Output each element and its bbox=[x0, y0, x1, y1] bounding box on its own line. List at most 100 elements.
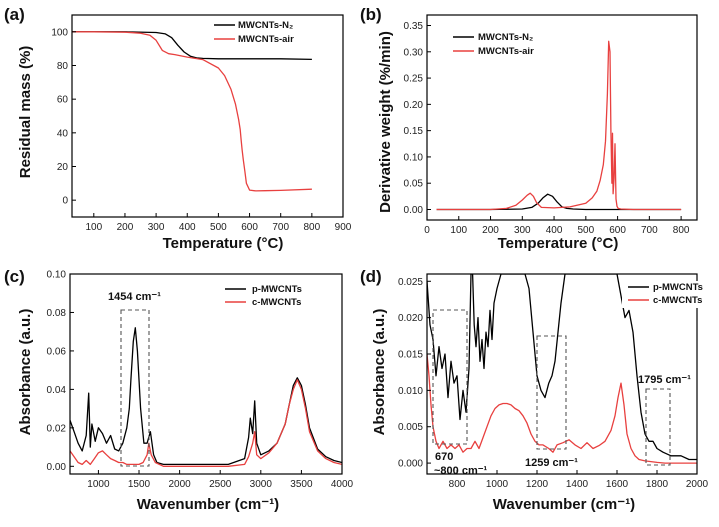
x-tick-label-a: 200 bbox=[117, 222, 134, 233]
x-tick-label-d: 1400 bbox=[566, 479, 589, 490]
y-tick-label-c: 0.10 bbox=[47, 270, 67, 281]
y-tick-label-b: 0.10 bbox=[404, 152, 424, 163]
panel-label-c: (c) bbox=[4, 267, 25, 286]
y-tick-label-d: 0.020 bbox=[398, 313, 423, 324]
x-tick-label-b: 300 bbox=[514, 225, 531, 236]
series-line-a-2 bbox=[72, 31, 312, 192]
plot-frame-b bbox=[426, 14, 698, 221]
y-tick-label-b: 0.35 bbox=[404, 21, 424, 32]
y-tick-label-c: 0.02 bbox=[47, 423, 67, 434]
plot-area-b: 0 100 200 300 400 500 600 700 800 0.00 0.05 0.10 0.1… bbox=[404, 14, 698, 236]
legend-label-n2-b: MWCNTs-N₂ bbox=[478, 32, 533, 43]
legend-d: p-MWCNTs c-MWCNTs bbox=[622, 281, 714, 308]
x-tick-label-a: 600 bbox=[241, 222, 258, 233]
series-line-d-1 bbox=[427, 274, 697, 461]
y-tick-label-c: 0.08 bbox=[47, 308, 67, 319]
annotation-box-670 bbox=[432, 309, 468, 445]
panel-label-a: (a) bbox=[4, 5, 25, 24]
legend-b: MWCNTs-N₂ MWCNTs-air bbox=[453, 32, 534, 57]
plot-frame-c bbox=[69, 273, 343, 475]
y-tick-label-a: 80 bbox=[57, 61, 69, 72]
legend-label-p-d: p-MWCNTs bbox=[653, 282, 703, 293]
legend-a: MWCNTs-N₂ MWCNTs-air bbox=[214, 20, 294, 45]
x-axis-label-c: Wavenumber (cm⁻¹) bbox=[137, 496, 279, 513]
legend-label-air-b: MWCNTs-air bbox=[478, 46, 534, 57]
y-tick-label-d: 0.005 bbox=[398, 422, 423, 433]
plot-area-c: 1000 1500 2000 2500 3000 3500 4000 0.00 0.02 0.04… bbox=[47, 270, 354, 491]
x-tick-label-c: 4000 bbox=[331, 479, 354, 490]
plot-frame-a bbox=[71, 14, 344, 218]
y-tick-label-a: 20 bbox=[57, 162, 69, 173]
x-tick-label-c: 2500 bbox=[209, 479, 232, 490]
x-tick-label-a: 800 bbox=[304, 222, 321, 233]
annotation-800: ~800 cm⁻¹ bbox=[434, 465, 488, 477]
y-axis-label-a: Residual mass (%) bbox=[17, 46, 34, 179]
series-line-c-2 bbox=[70, 379, 342, 467]
legend-c: p-MWCNTs c-MWCNTs bbox=[225, 284, 302, 308]
annotation-1795: 1795 cm⁻¹ bbox=[638, 374, 691, 386]
y-tick-label-b: 0.05 bbox=[404, 179, 424, 190]
x-tick-label-d: 1600 bbox=[606, 479, 629, 490]
annotation-670: 670 bbox=[435, 451, 453, 463]
x-tick-label-d: 1800 bbox=[646, 479, 669, 490]
y-tick-label-c: 0.06 bbox=[47, 346, 67, 357]
x-tick-label-a: 500 bbox=[210, 222, 227, 233]
x-tick-label-d: 800 bbox=[449, 479, 466, 490]
series-line-b-1 bbox=[436, 193, 682, 211]
y-tick-label-b: 0.25 bbox=[404, 74, 424, 85]
annotation-box-1795 bbox=[645, 388, 671, 466]
x-tick-label-c: 1000 bbox=[87, 479, 110, 490]
legend-background-d bbox=[622, 281, 714, 308]
y-axis-label-d: Absorbance (a.u.) bbox=[371, 309, 388, 436]
x-tick-label-a: 300 bbox=[148, 222, 165, 233]
x-tick-label-b: 700 bbox=[641, 225, 658, 236]
annotation-1259: 1259 cm⁻¹ bbox=[525, 457, 578, 469]
x-tick-label-c: 1500 bbox=[128, 479, 151, 490]
panel-label-d: (d) bbox=[360, 267, 382, 286]
annotation-box-1259 bbox=[536, 335, 567, 450]
x-tick-label-a: 700 bbox=[272, 222, 289, 233]
series-line-a-1 bbox=[72, 31, 312, 61]
plot-area-a: 100 200 300 400 500 600 700 800 900 0 20 40 60 80 100 bbox=[51, 14, 352, 233]
legend-label-p-c: p-MWCNTs bbox=[252, 284, 302, 295]
y-tick-label-c: 0.00 bbox=[47, 462, 67, 473]
y-axis-label-b: Derivative weight (%/min) bbox=[377, 31, 394, 213]
y-tick-label-a: 60 bbox=[57, 95, 69, 106]
y-tick-label-b: 0.00 bbox=[404, 205, 424, 216]
y-axis-label-c: Absorbance (a.u.) bbox=[17, 309, 34, 436]
annotation-box-1454 bbox=[120, 309, 150, 467]
x-tick-label-c: 3000 bbox=[250, 479, 273, 490]
y-tick-label-a: 40 bbox=[57, 128, 69, 139]
x-tick-label-c: 3500 bbox=[290, 479, 313, 490]
y-tick-label-d: 0.025 bbox=[398, 277, 423, 288]
y-tick-label-b: 0.15 bbox=[404, 126, 424, 137]
y-tick-label-b: 0.30 bbox=[404, 47, 424, 58]
x-tick-label-d: 1200 bbox=[526, 479, 549, 490]
x-tick-label-b: 600 bbox=[609, 225, 626, 236]
legend-label-n2-a: MWCNTs-N₂ bbox=[238, 20, 293, 31]
x-axis-label-d: Wavenumber (cm⁻¹) bbox=[493, 496, 635, 513]
x-tick-label-c: 2000 bbox=[168, 479, 191, 490]
panel-d: (d) Wavenumber (cm⁻¹) Absorbance (a.u.) … bbox=[360, 267, 714, 513]
legend-label-air-a: MWCNTs-air bbox=[238, 34, 294, 45]
x-tick-label-d: 2000 bbox=[686, 479, 709, 490]
panel-c: (c) Wavenumber (cm⁻¹) Absorbance (a.u.) … bbox=[4, 267, 354, 513]
y-tick-label-d: 0.015 bbox=[398, 350, 423, 361]
annotation-1454: 1454 cm⁻¹ bbox=[108, 291, 161, 303]
x-tick-label-a: 100 bbox=[85, 222, 102, 233]
x-tick-label-b: 100 bbox=[450, 225, 467, 236]
y-tick-label-d: 0.000 bbox=[398, 459, 423, 470]
x-tick-label-b: 0 bbox=[424, 225, 430, 236]
y-tick-label-c: 0.04 bbox=[47, 385, 67, 396]
x-tick-label-b: 500 bbox=[577, 225, 594, 236]
panel-label-b: (b) bbox=[360, 5, 382, 24]
x-tick-label-b: 800 bbox=[673, 225, 690, 236]
legend-label-c-d: c-MWCNTs bbox=[653, 295, 702, 306]
y-tick-label-a: 100 bbox=[51, 27, 68, 38]
y-tick-label-a: 0 bbox=[62, 196, 68, 207]
panel-a: (a) Temperature (°C) Residual mass (%) 1… bbox=[4, 5, 352, 252]
x-axis-label-b: Temperature (°C) bbox=[498, 235, 619, 252]
x-tick-label-a: 900 bbox=[335, 222, 352, 233]
plot-frame-d bbox=[426, 273, 698, 475]
